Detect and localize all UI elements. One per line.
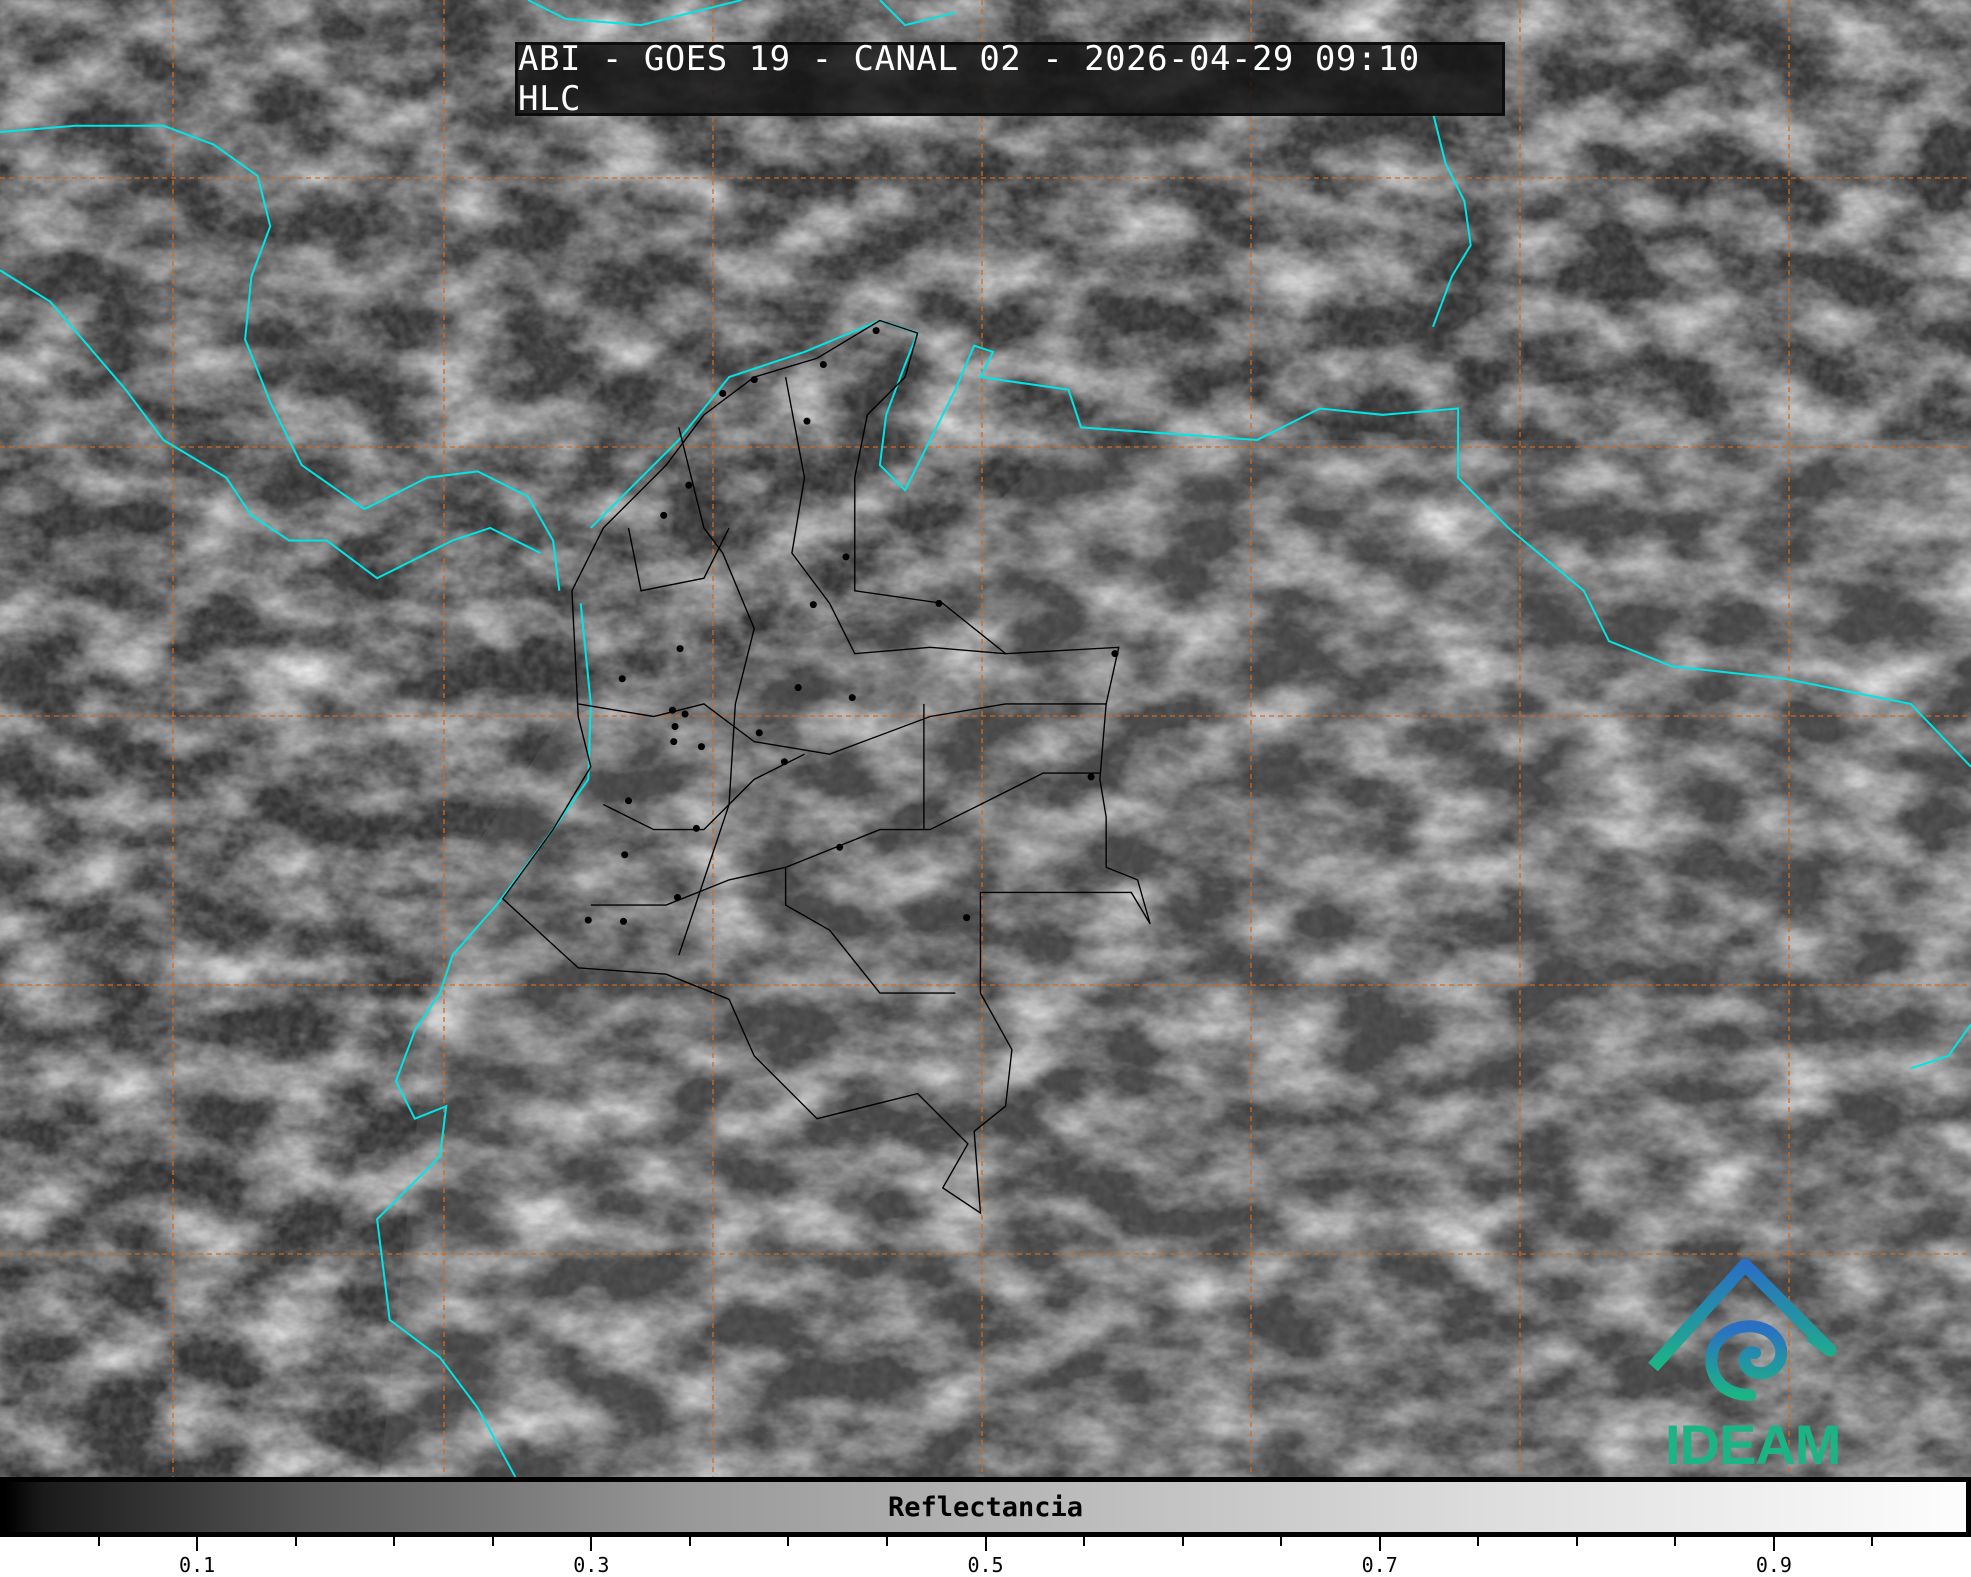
colorbar-major-tick xyxy=(984,1537,987,1551)
colorbar-major-tick xyxy=(1378,1537,1381,1551)
colorbar-minor-tick xyxy=(97,1537,100,1546)
colorbar-minor-tick xyxy=(1083,1537,1086,1546)
ideam-logo-icon xyxy=(1648,1258,1837,1401)
cloud-layer xyxy=(0,0,1971,1477)
city-marker xyxy=(836,843,844,851)
city-marker xyxy=(1111,650,1119,658)
city-markers xyxy=(584,327,1119,925)
colorbar: Reflectancia xyxy=(0,1477,1971,1537)
city-marker xyxy=(671,723,679,731)
department-border xyxy=(785,772,1100,868)
city-marker xyxy=(803,417,811,425)
colombia-outline xyxy=(501,319,1151,1215)
lat-lon-grid xyxy=(0,0,1971,1477)
colorbar-minor-tick xyxy=(885,1537,888,1546)
city-marker xyxy=(848,694,856,702)
colorbar-major-tick xyxy=(1772,1537,1775,1551)
city-marker xyxy=(809,601,817,609)
satellite-map xyxy=(0,0,1971,1477)
title-banner: ABI - GOES 19 - CANAL 02 - 2026-04-29 09… xyxy=(515,39,1505,119)
colorbar-minor-tick xyxy=(1871,1537,1874,1546)
colorbar-major-tick xyxy=(196,1537,199,1551)
colorbar-tick-label: 0.1 xyxy=(179,1553,216,1577)
department-border xyxy=(784,376,1006,655)
city-marker xyxy=(676,645,684,653)
coastline-east xyxy=(1910,1023,1971,1070)
city-marker xyxy=(618,675,626,683)
department-border xyxy=(590,866,786,906)
department-border xyxy=(627,527,730,592)
city-marker xyxy=(719,389,727,397)
colorbar-minor-tick xyxy=(294,1537,297,1546)
colorbar-tick-label: 0.3 xyxy=(573,1553,610,1577)
coastline-central-america-pacific xyxy=(0,269,541,580)
city-marker xyxy=(621,851,629,859)
coastline-central-america-caribbean xyxy=(0,124,561,591)
colorbar-minor-tick xyxy=(688,1537,691,1546)
colorbar-axis: 0.1 0.3 0.5 0.7 0.9 xyxy=(0,1537,1971,1577)
ideam-logo-text: IDEAM xyxy=(1665,1413,1841,1476)
city-marker xyxy=(842,553,850,561)
city-marker xyxy=(674,893,682,902)
city-marker xyxy=(1087,773,1095,781)
city-marker xyxy=(935,599,943,607)
city-marker xyxy=(794,684,802,692)
city-marker xyxy=(780,758,788,766)
colorbar-minor-tick xyxy=(491,1537,494,1546)
colorbar-minor-tick xyxy=(393,1537,396,1546)
colorbar-minor-tick xyxy=(1674,1537,1677,1546)
colorbar-minor-tick xyxy=(787,1537,790,1546)
image-title: ABI - GOES 19 - CANAL 02 - 2026-04-29 09… xyxy=(518,39,1420,119)
city-marker xyxy=(692,824,700,832)
colorbar-tick-label: 0.5 xyxy=(967,1553,1004,1577)
city-marker xyxy=(670,738,678,746)
colorbar-label: Reflectancia xyxy=(887,1491,1084,1523)
colorbar-tick-label: 0.7 xyxy=(1361,1553,1398,1577)
department-border xyxy=(678,427,755,956)
city-marker xyxy=(819,361,827,369)
colorbar-major-tick xyxy=(590,1537,593,1551)
city-marker xyxy=(660,511,668,519)
colorbar-tick-label: 0.9 xyxy=(1755,1553,1792,1577)
coastline-antilles xyxy=(527,0,742,27)
city-marker xyxy=(697,743,705,751)
coastline-south-america-pacific xyxy=(376,603,592,1477)
department-border xyxy=(784,867,956,994)
department-border xyxy=(603,753,805,831)
colorbar-minor-tick xyxy=(1181,1537,1184,1546)
department-border xyxy=(578,703,1107,755)
city-marker xyxy=(750,376,758,384)
city-marker xyxy=(619,917,627,925)
city-marker xyxy=(755,729,763,737)
coastline-lesser-antilles xyxy=(1432,112,1472,328)
colorbar-minor-tick xyxy=(1477,1537,1480,1546)
city-marker xyxy=(963,914,971,922)
colombia-borders xyxy=(501,319,1151,1215)
city-marker xyxy=(685,481,693,489)
city-marker xyxy=(624,797,633,805)
coastline-antilles xyxy=(879,0,956,27)
city-marker xyxy=(872,327,880,335)
colorbar-minor-tick xyxy=(1575,1537,1578,1546)
city-marker xyxy=(681,710,689,718)
city-marker xyxy=(584,916,592,924)
city-marker xyxy=(668,706,677,714)
colorbar-minor-tick xyxy=(1280,1537,1283,1546)
ideam-logo xyxy=(1645,1255,1870,1470)
